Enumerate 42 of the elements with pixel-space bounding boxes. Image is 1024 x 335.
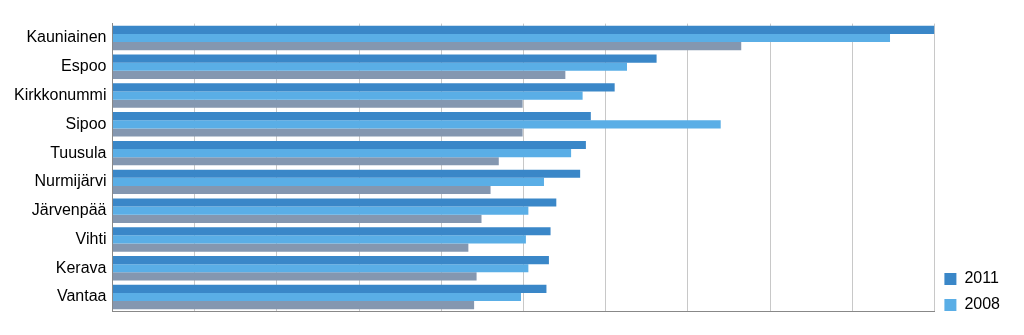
y-tick-label: Espoo [61,57,107,75]
y-tick-label: Vihti [75,229,107,247]
bar [112,256,549,265]
y-tick-label: Vantaa [56,287,107,305]
bar [112,301,475,310]
bar [112,206,529,215]
bar [112,235,526,244]
bar [112,264,529,273]
bar [112,169,581,178]
legend-label: 2011 [964,269,999,287]
bar [112,70,566,79]
y-tick-label: Sipoo [65,114,107,132]
bar [112,292,521,302]
bar [112,33,891,43]
bar [112,272,477,281]
y-tick-label: Tuusula [50,143,107,161]
y-tick-label: Kerava [55,258,107,276]
bar [112,91,583,100]
bar [112,214,482,223]
bar [112,284,547,293]
bar [112,128,523,137]
bar [112,140,586,150]
y-tick-label: Kauniainen [26,28,107,46]
bar [112,198,557,207]
bar [112,227,551,236]
bar [112,83,615,92]
bar [112,149,572,158]
bar [112,62,627,71]
bar [112,42,742,51]
bar [112,54,657,63]
bar [112,185,491,195]
bar [112,99,523,108]
legend-label: 2008 [964,295,1001,313]
y-tick-label: Kirkkonummi [13,85,107,103]
bar [112,112,591,121]
bar [112,120,721,129]
bar [112,243,469,252]
bar [112,25,935,34]
y-tick-label: Järvenpää [31,201,107,219]
bar [112,157,499,166]
y-tick-label: Nurmijärvi [34,172,107,190]
bar [112,177,544,186]
